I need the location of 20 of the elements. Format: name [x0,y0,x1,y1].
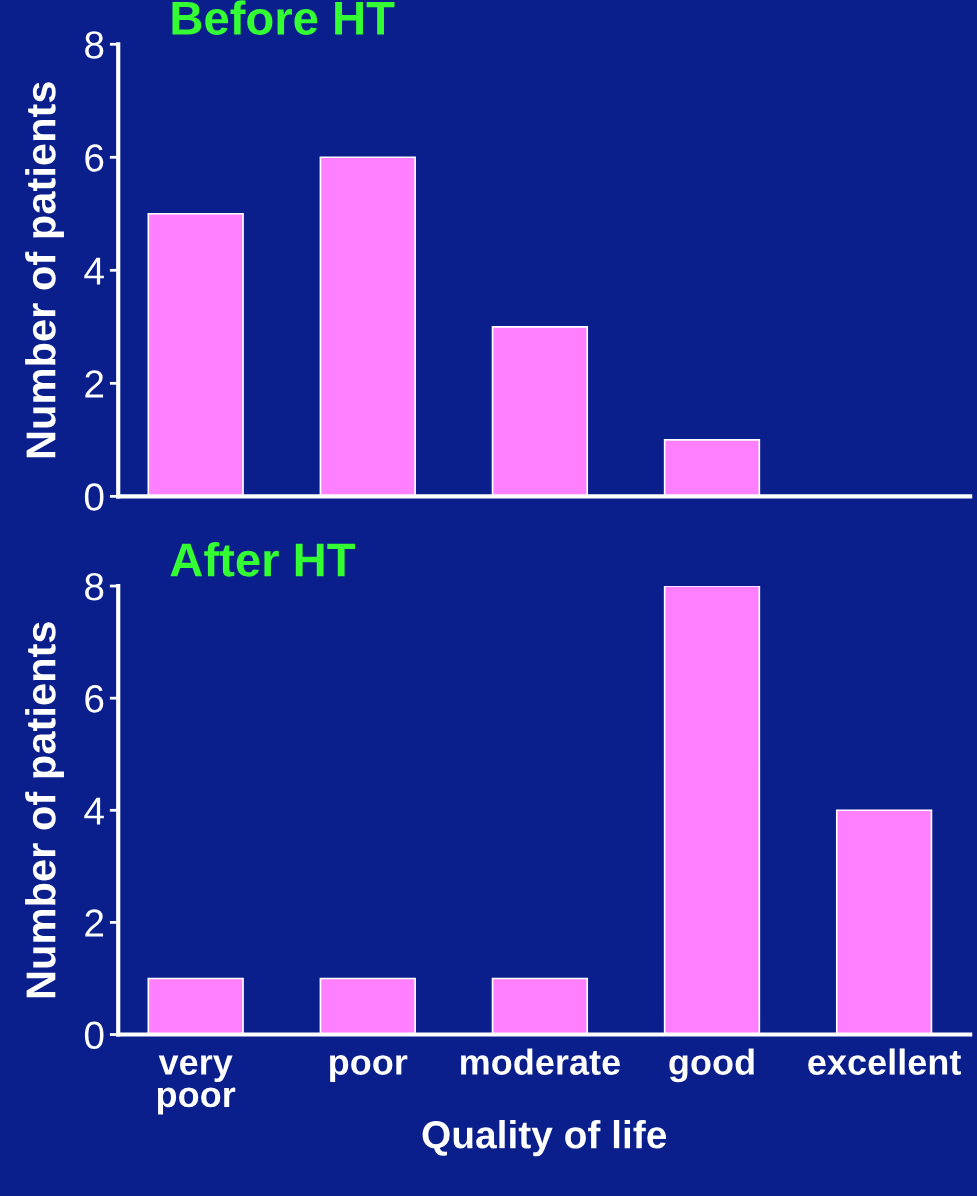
y-tick-label: 6 [85,685,104,713]
x-tick-label: very poor [157,1055,236,1115]
x-axis-title: Quality of life [422,1120,667,1157]
y-tick-label: 6 [85,144,104,172]
chart-title: Before HT [172,0,395,35]
y-axis-title: Number of patients [25,622,64,998]
y-tick-label: 4 [84,257,104,285]
y-tick-label: 8 [85,31,104,59]
chart-title: After HT [170,542,356,577]
y-axis-title: Number of patients [25,82,64,458]
y-tick-label: 0 [84,483,104,511]
y-tick-label: 4 [84,797,104,825]
y-tick-label: 2 [85,370,104,398]
x-tick-label: good [669,1048,754,1083]
y-tick-label: 0 [84,1021,104,1050]
x-tick-label: poor [330,1055,408,1083]
y-tick-label: 8 [85,572,104,601]
x-tick-label: moderate [460,1048,620,1075]
y-tick-label: 2 [85,909,104,937]
x-tick-label: excellent [808,1048,961,1075]
